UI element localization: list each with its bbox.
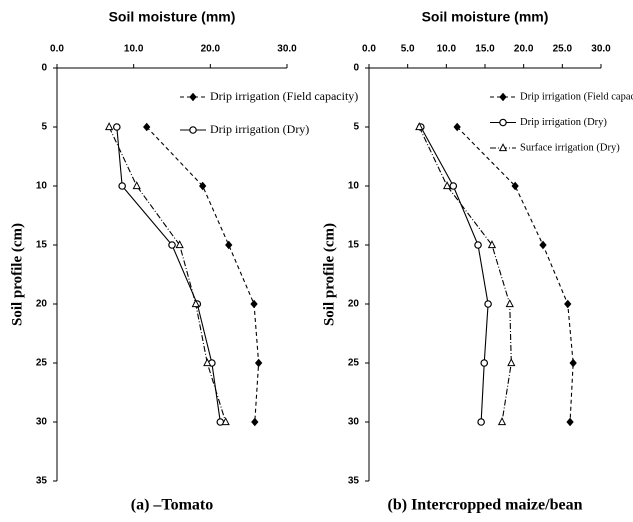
y-tick-label: 0 [353,63,359,74]
data-point [251,417,259,427]
x-tick-label: 0.0 [50,44,64,55]
y-tick-label: 35 [348,476,360,487]
data-point [511,181,519,191]
data-point [487,240,497,249]
chart-title: Soil moisture (mm) [422,9,549,25]
data-point [250,299,258,309]
data-point [505,299,514,308]
y-axis-label: Soil profile (cm) [9,223,25,326]
legend-label: Drip irrigation (Dry) [210,122,309,136]
legend-marker [498,143,508,152]
y-tick-label: 25 [36,358,48,369]
data-point [442,181,452,190]
legend-marker [499,118,507,127]
chart-title: Soil moisture (mm) [109,9,236,25]
data-point [539,240,547,250]
legend-marker [189,126,197,134]
series-line [116,126,221,423]
x-tick-label: 20.0 [514,44,534,55]
y-tick-label: 5 [353,122,359,133]
series-line [420,126,489,423]
data-point [453,122,461,132]
data-point [191,299,200,308]
y-tick-label: 10 [348,181,360,192]
series-line [108,126,227,423]
data-point [484,300,492,308]
data-point [415,122,424,131]
caption: (b) Intercropped maize/bean [388,497,583,514]
legend-marker [499,92,507,102]
y-tick-label: 30 [36,417,48,428]
data-point [569,358,577,368]
y-tick-label: 5 [41,122,47,133]
legend-label: Drip irrigation (Field capacity) [520,91,633,102]
data-point [132,181,141,190]
y-axis-label: Soil profile (cm) [321,223,337,326]
x-tick-label: 0.0 [362,44,376,55]
y-tick-label: 15 [348,240,360,251]
series-line [418,126,512,423]
y-tick-label: 35 [36,476,48,487]
data-point [168,241,176,249]
y-tick-label: 0 [41,63,47,74]
legend-label: Drip irrigation (Dry) [520,117,607,128]
x-tick-label: 10.0 [124,44,144,55]
data-point [143,122,151,132]
legend-label: Drip irrigation (Field capacity) [210,89,358,103]
caption: (a) –Tomato [131,497,214,514]
data-point [564,299,572,309]
data-point [225,240,233,250]
legend-label: Surface irrigation (Dry) [520,142,620,153]
y-tick-label: 30 [348,417,360,428]
data-point [254,358,263,368]
data-point [105,122,114,131]
data-point [566,417,574,427]
series-line [456,126,574,423]
x-tick-label: 20.0 [201,44,221,55]
data-point [203,358,212,367]
x-tick-label: 25.0 [553,44,573,55]
data-point [497,417,507,426]
data-point [118,182,126,190]
y-tick-label: 15 [36,240,48,251]
x-tick-label: 15.0 [475,44,495,55]
data-point [113,123,121,131]
x-tick-label: 30.0 [591,44,611,55]
data-point [507,358,516,367]
y-tick-label: 20 [36,299,48,310]
y-tick-label: 25 [348,358,360,369]
data-point [199,181,207,191]
data-point [474,241,482,249]
data-point [480,359,489,367]
legend-marker [189,92,197,102]
x-tick-label: 5.0 [401,44,415,55]
data-point [449,182,458,190]
y-tick-label: 10 [36,181,48,192]
series-line [146,126,260,423]
x-tick-label: 10.0 [437,44,457,55]
data-point [175,240,184,249]
x-tick-label: 30.0 [277,44,297,55]
y-tick-label: 20 [348,299,360,310]
data-point [477,418,485,426]
data-point [221,417,230,426]
